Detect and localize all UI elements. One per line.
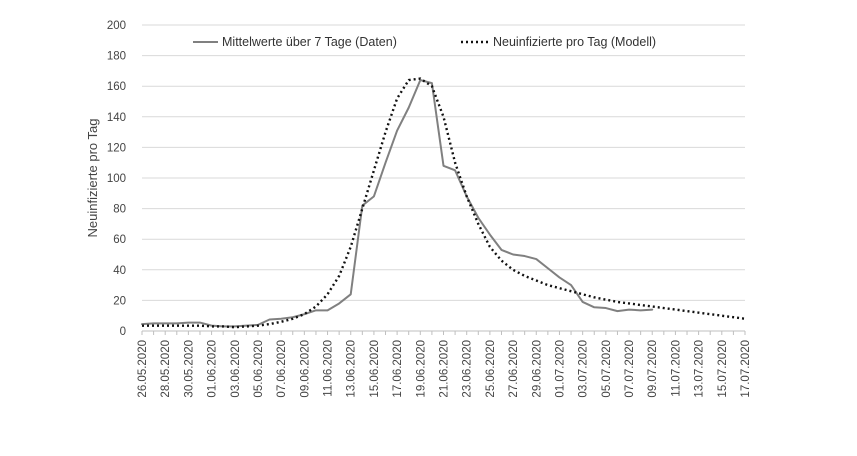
y-tick-label: 20 — [113, 295, 126, 307]
x-tick-label: 17.06.2020 — [392, 340, 404, 398]
x-tick-label: 15.06.2020 — [369, 340, 381, 398]
y-tick-label: 100 — [107, 173, 126, 185]
x-tick-label: 17.07.2020 — [740, 340, 752, 398]
x-tick-label: 07.06.2020 — [276, 340, 288, 398]
x-tick-label: 30.05.2020 — [183, 340, 195, 398]
y-axis-title: Neuinfizierte pro Tag — [85, 119, 100, 238]
x-tick-label: 03.06.2020 — [230, 340, 242, 398]
x-axis: 26.05.2020 28.05.2020 30.05.2020 01.06.2020… — [137, 330, 752, 398]
y-tick-label: 60 — [113, 234, 126, 246]
x-tick-label: 27.06.2020 — [508, 340, 520, 398]
x-tick-label: 15.07.2020 — [717, 340, 729, 398]
y-tick-label: 80 — [113, 204, 126, 216]
y-tick-label: 200 — [107, 20, 126, 32]
x-tick-label: 01.07.2020 — [554, 340, 566, 398]
series-lines — [141, 77, 746, 329]
x-tick-label: 13.07.2020 — [694, 340, 706, 398]
x-tick-label: 26.05.2020 — [137, 340, 149, 398]
x-tick-label: 19.06.2020 — [415, 340, 427, 398]
x-tick-label: 09.07.2020 — [647, 340, 659, 398]
x-tick-label: 29.06.2020 — [531, 340, 543, 398]
gridlines — [142, 24, 745, 301]
x-tick-label: 23.06.2020 — [462, 340, 474, 398]
legend: Mittelwerte über 7 Tage (Daten) Neuinfizi… — [193, 35, 656, 49]
x-tick-label: 28.05.2020 — [160, 340, 172, 398]
y-tick-label: 180 — [107, 51, 126, 63]
model-series-line — [142, 77, 746, 329]
y-tick-label: 160 — [107, 81, 126, 93]
x-tick-label: 07.07.2020 — [624, 340, 636, 398]
legend-label: Neuinfizierte pro Tag (Modell) — [493, 35, 656, 49]
x-tick-label: 09.06.2020 — [299, 340, 311, 398]
x-tick-label: 11.07.2020 — [670, 340, 682, 397]
x-tick-label: 11.06.2020 — [323, 340, 335, 397]
x-tick-label: 05.06.2020 — [253, 340, 265, 398]
y-tick-label: 140 — [107, 112, 126, 124]
x-tick-label: 25.06.2020 — [485, 340, 497, 398]
y-tick-label: 0 — [120, 326, 126, 338]
x-tick-label: 01.06.2020 — [207, 340, 219, 398]
x-tick-label: 05.07.2020 — [601, 340, 613, 398]
y-tick-label: 120 — [107, 142, 126, 154]
y-tick-label: 40 — [113, 265, 126, 277]
x-tick-label: 13.06.2020 — [346, 340, 358, 398]
y-axis: 0 20 40 60 80 100 120 140 160 180 200 — [107, 20, 126, 338]
x-tick-label: 21.06.2020 — [439, 340, 451, 398]
legend-label: Mittelwerte über 7 Tage (Daten) — [222, 35, 397, 49]
x-tick-label: 03.07.2020 — [578, 340, 590, 398]
